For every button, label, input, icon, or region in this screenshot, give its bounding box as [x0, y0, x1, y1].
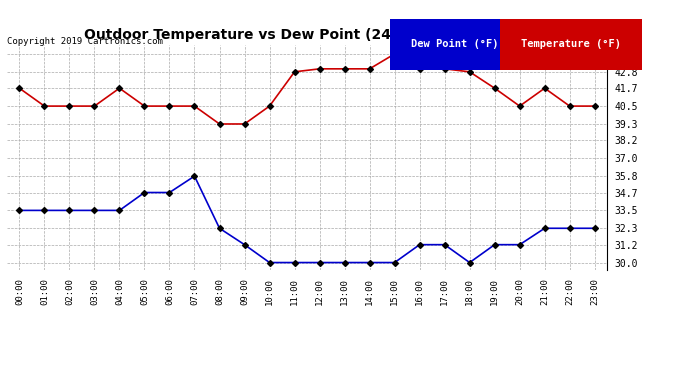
Text: Copyright 2019 Cartronics.com: Copyright 2019 Cartronics.com — [7, 38, 163, 46]
Title: Outdoor Temperature vs Dew Point (24 Hours) 20191013: Outdoor Temperature vs Dew Point (24 Hou… — [83, 28, 531, 42]
Text: Dew Point (°F): Dew Point (°F) — [411, 39, 498, 50]
Text: Temperature (°F): Temperature (°F) — [521, 39, 621, 50]
